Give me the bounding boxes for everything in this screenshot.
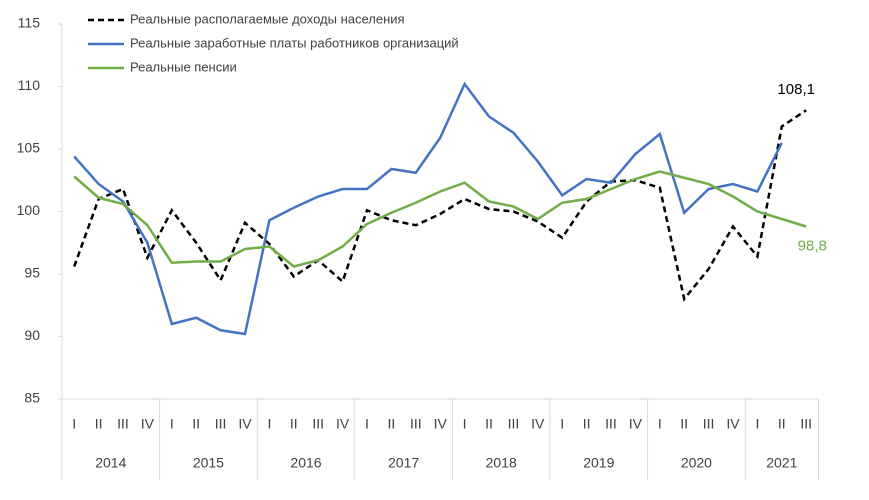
year-label: 2015 (193, 455, 224, 471)
x-tick-label: II (95, 416, 103, 432)
value-label: 108,1 (777, 81, 815, 98)
series-line (73, 109, 807, 302)
y-tick-label: 110 (18, 77, 41, 93)
x-tick-label: II (485, 416, 493, 432)
x-tick-label: IV (336, 416, 350, 432)
x-tick-label: I (267, 416, 271, 432)
x-tick-label: III (800, 416, 812, 432)
x-tick-label: I (463, 416, 467, 432)
x-tick-label: IV (434, 416, 448, 432)
legend-label: Реальные пенсии (130, 59, 237, 74)
year-label: 2014 (95, 455, 126, 471)
x-tick-label: III (605, 416, 617, 432)
y-tick-label: 105 (17, 140, 41, 156)
x-tick-label: IV (531, 416, 545, 432)
y-tick-label: 115 (18, 15, 41, 31)
x-tick-label: I (560, 416, 564, 432)
y-tick-label: 95 (24, 265, 40, 281)
series-line (73, 170, 807, 268)
x-tick-label: I (755, 416, 759, 432)
x-tick-label: II (192, 416, 200, 432)
legend-label: Реальные располагаемые доходы населения (130, 11, 405, 26)
x-tick-label: II (583, 416, 591, 432)
value-label: 98,8 (798, 237, 827, 254)
year-label: 2018 (486, 455, 517, 471)
x-tick-label: III (117, 416, 129, 432)
year-label: 2020 (681, 455, 712, 471)
year-label: 2021 (766, 455, 797, 471)
x-tick-label: I (72, 416, 76, 432)
legend-label: Реальные заработные платы работников орг… (130, 35, 459, 50)
x-tick-label: IV (629, 416, 643, 432)
x-tick-label: I (365, 416, 369, 432)
x-tick-label: I (170, 416, 174, 432)
year-label: 2016 (290, 455, 321, 471)
series-line (73, 81, 783, 336)
year-label: 2017 (388, 455, 419, 471)
y-tick-label: 90 (24, 327, 40, 343)
x-tick-label: II (680, 416, 688, 432)
x-tick-label: III (410, 416, 422, 432)
y-tick-label: 100 (17, 202, 41, 218)
x-tick-label: II (778, 416, 786, 432)
x-tick-label: IV (726, 416, 740, 432)
x-tick-label: III (312, 416, 324, 432)
x-tick-label: I (658, 416, 662, 432)
x-tick-label: III (215, 416, 227, 432)
y-tick-label: 85 (24, 390, 40, 406)
x-tick-label: II (388, 416, 396, 432)
year-label: 2019 (583, 455, 614, 471)
x-tick-label: IV (238, 416, 252, 432)
x-tick-label: II (290, 416, 298, 432)
x-tick-label: III (508, 416, 520, 432)
x-tick-label: IV (141, 416, 155, 432)
x-tick-label: III (703, 416, 715, 432)
